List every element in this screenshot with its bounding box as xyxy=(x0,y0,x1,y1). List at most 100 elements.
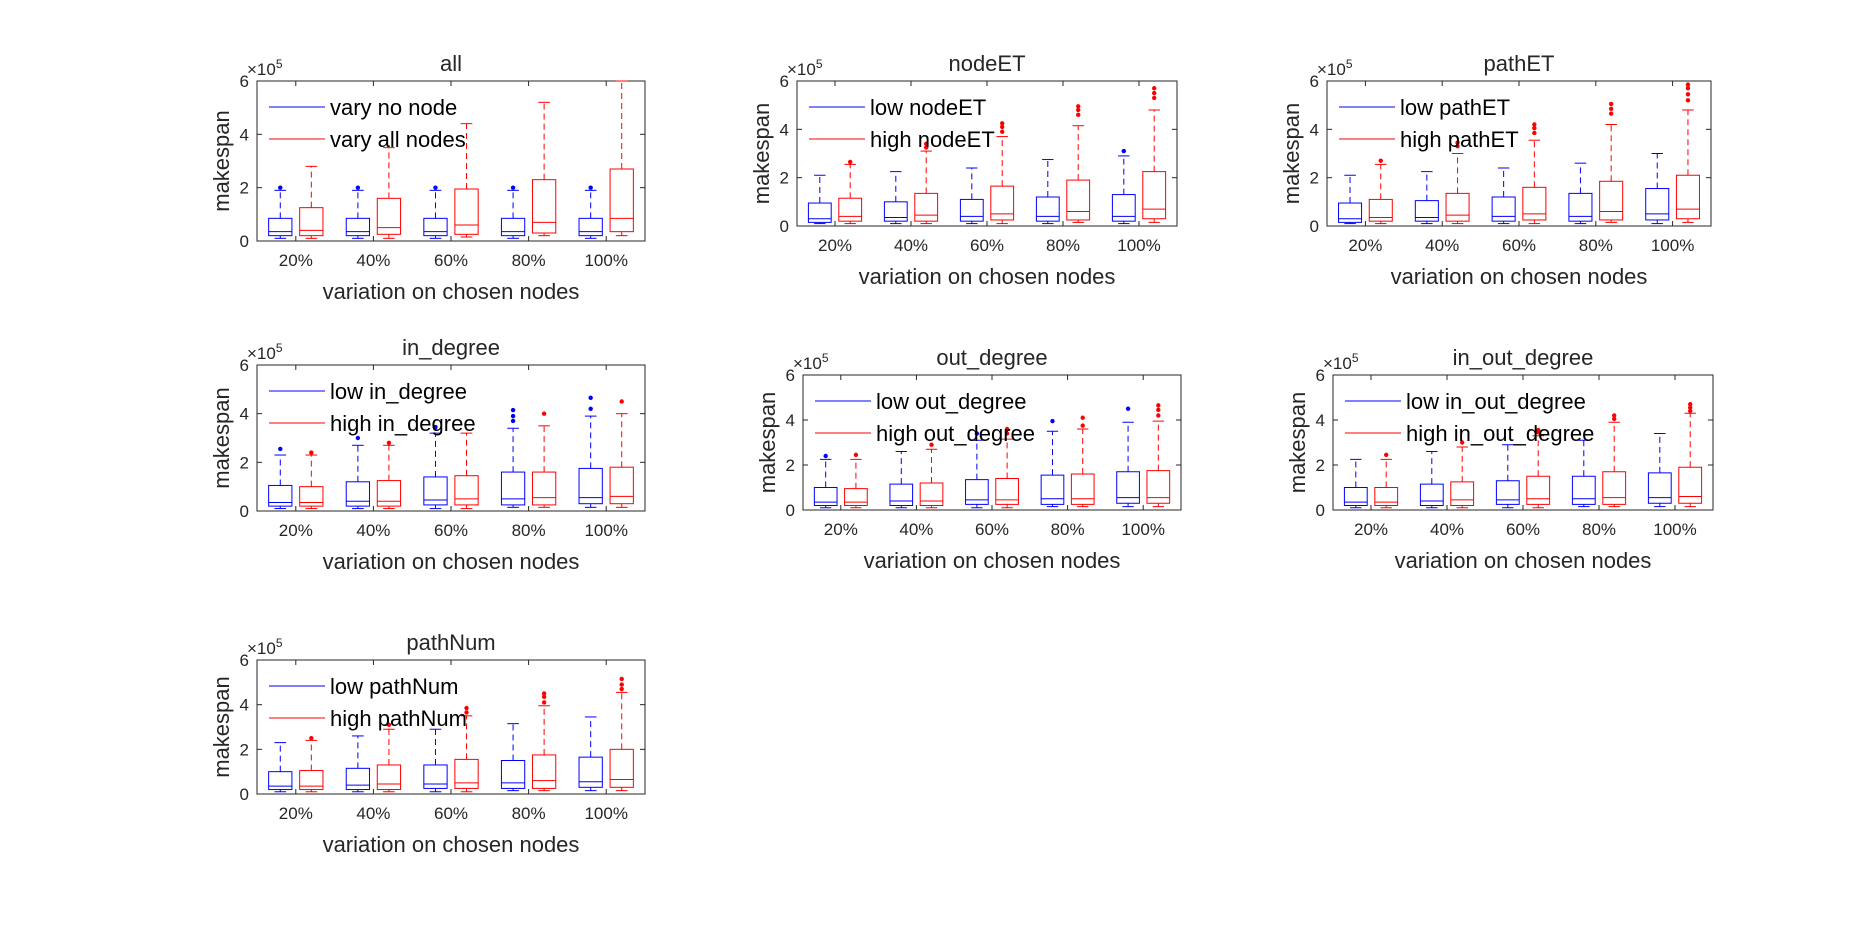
outlier-point xyxy=(588,395,593,401)
iqr-box xyxy=(1142,171,1167,220)
iqr-box xyxy=(500,217,526,237)
outlier-point xyxy=(464,710,469,715)
y-tick-label: 6 xyxy=(786,366,795,385)
box-40pct xyxy=(345,735,371,793)
iqr-box xyxy=(345,767,371,791)
iqr-box xyxy=(376,480,402,507)
iqr-box xyxy=(609,466,634,505)
x-tick-label: 60% xyxy=(434,804,468,823)
x-tick-label: 60% xyxy=(1506,520,1540,539)
legend-label: low in_out_degree xyxy=(1406,389,1586,414)
plot-title: in_out_degree xyxy=(1453,345,1594,370)
box-60pct xyxy=(995,426,1019,509)
outlier-point xyxy=(433,185,438,190)
box-40pct xyxy=(919,442,944,509)
legend-label: low out_degree xyxy=(876,389,1026,414)
y-exponent-label: ×105 xyxy=(247,636,283,658)
plot-panel-in-out-degree: 0 2 4 6×105 20% 40% 60% 80% 100% low in_out_degre… xyxy=(1285,345,1714,573)
legend-label: low pathET xyxy=(1400,95,1510,120)
x-tick-label: 20% xyxy=(1348,236,1382,255)
outlier-point xyxy=(1050,418,1055,424)
iqr-box xyxy=(500,471,526,506)
axes-frame xyxy=(256,80,646,242)
y-tick-label: 2 xyxy=(1316,456,1325,475)
outlier-point xyxy=(974,431,980,436)
x-axis-label: variation on chosen nodes xyxy=(323,832,580,857)
legend: vary no node vary all nodes xyxy=(269,95,466,152)
outlier-point xyxy=(1152,86,1157,91)
outlier-point xyxy=(433,424,438,430)
iqr-box xyxy=(813,487,838,506)
iqr-box xyxy=(1678,466,1703,504)
iqr-box xyxy=(965,479,989,505)
box-40pct xyxy=(1445,140,1470,225)
x-tick-label: 60% xyxy=(970,236,1004,255)
iqr-box xyxy=(500,760,526,789)
axes-frame xyxy=(802,374,1182,511)
outlier-point xyxy=(1536,427,1541,433)
iqr-box xyxy=(1602,471,1627,505)
outlier-point xyxy=(619,676,624,682)
iqr-box xyxy=(268,484,293,507)
series-blue xyxy=(1338,153,1670,225)
outlier-point xyxy=(1455,144,1460,149)
outlier-point xyxy=(1000,124,1005,130)
iqr-box xyxy=(1522,186,1547,221)
y-exponent-label: ×105 xyxy=(1323,351,1359,373)
iqr-box xyxy=(578,756,603,788)
box-100pct xyxy=(1647,433,1672,508)
outlier-point xyxy=(1608,101,1614,107)
box-80pct xyxy=(531,411,557,508)
outlier-point xyxy=(386,440,392,446)
y-exponent-label: ×105 xyxy=(793,351,829,373)
box-100pct xyxy=(578,716,603,792)
outlier-point xyxy=(853,452,859,458)
iqr-box xyxy=(1647,472,1672,504)
outlier-point xyxy=(541,691,547,696)
iqr-box xyxy=(990,185,1015,221)
iqr-box xyxy=(1111,194,1136,222)
y-tick-label: 6 xyxy=(1316,366,1325,385)
y-tick-label: 4 xyxy=(1310,120,1319,139)
outlier-point xyxy=(1076,104,1081,109)
box-20pct xyxy=(1343,458,1368,509)
plot-panel-pathNum: 0 2 4 6×105 20% 40% 60% 80% 100% low pathNum high … xyxy=(209,630,646,857)
box-40pct xyxy=(345,435,371,510)
y-exponent-label: ×105 xyxy=(1317,57,1353,79)
box-60pct xyxy=(990,121,1015,225)
y-exponent-label: ×105 xyxy=(787,57,823,79)
outlier-point xyxy=(619,682,624,687)
y-tick-label: 4 xyxy=(780,120,789,139)
y-tick-label: 0 xyxy=(240,785,249,804)
outlier-point xyxy=(1685,86,1691,91)
axes-frame xyxy=(256,659,646,795)
outlier-point xyxy=(1076,112,1081,118)
iqr-box xyxy=(423,217,448,237)
box-80pct xyxy=(1070,415,1095,508)
x-tick-label: 20% xyxy=(279,521,313,540)
outlier-point xyxy=(541,411,547,416)
box-80pct xyxy=(500,723,526,792)
iqr-box xyxy=(376,197,402,235)
series-red xyxy=(299,80,634,239)
outlier-point xyxy=(1004,426,1010,432)
iqr-box xyxy=(1066,179,1091,221)
outlier-point xyxy=(1608,106,1614,111)
series-red xyxy=(1374,402,1703,509)
iqr-box xyxy=(299,770,324,791)
iqr-box xyxy=(531,179,557,234)
iqr-box xyxy=(1070,473,1095,505)
y-tick-label: 6 xyxy=(1310,72,1319,91)
legend-label: high in_out_degree xyxy=(1406,421,1594,446)
y-tick-label: 2 xyxy=(780,169,789,188)
box-100pct xyxy=(578,395,603,508)
box-80pct xyxy=(1599,101,1624,223)
series-red xyxy=(299,399,634,510)
box-80pct xyxy=(1066,104,1091,223)
box-80pct xyxy=(1602,413,1627,508)
y-tick-label: 2 xyxy=(1310,169,1319,188)
y-tick-label: 2 xyxy=(786,456,795,475)
x-tick-label: 100% xyxy=(1117,236,1160,255)
iqr-box xyxy=(578,467,603,505)
iqr-box xyxy=(1343,487,1368,506)
